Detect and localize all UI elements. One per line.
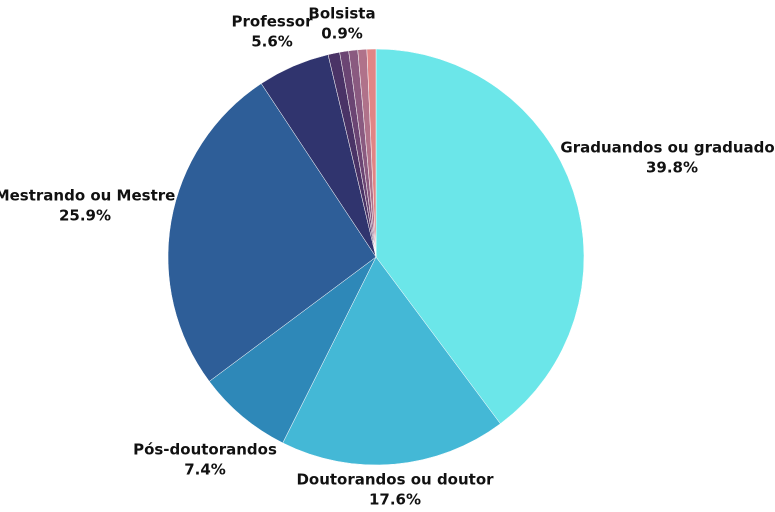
pie-slice: [366, 48, 377, 258]
slice-value-label: 39.8%: [646, 159, 698, 177]
pie-slice: [167, 83, 377, 382]
slice-value-label: 17.6%: [369, 491, 421, 509]
pie-slice: [208, 256, 377, 444]
slice-label: Graduandos ou graduados: [560, 139, 775, 157]
slice-value-label: 7.4%: [184, 461, 226, 479]
slice-label: Doutorandos ou doutor: [296, 471, 494, 489]
pie-slice: [282, 256, 501, 466]
pie-slice: [375, 48, 585, 425]
slice-label: Pós-doutorandos: [133, 441, 277, 459]
slice-value-label: 25.9%: [59, 207, 111, 225]
slice-value-label: 5.6%: [251, 33, 293, 51]
slice-label: Bolsista: [308, 5, 375, 23]
slice-value-label: 0.9%: [321, 25, 363, 43]
slice-label: Mestrando ou Mestre: [0, 187, 175, 205]
slice-label: Professor: [232, 13, 314, 31]
